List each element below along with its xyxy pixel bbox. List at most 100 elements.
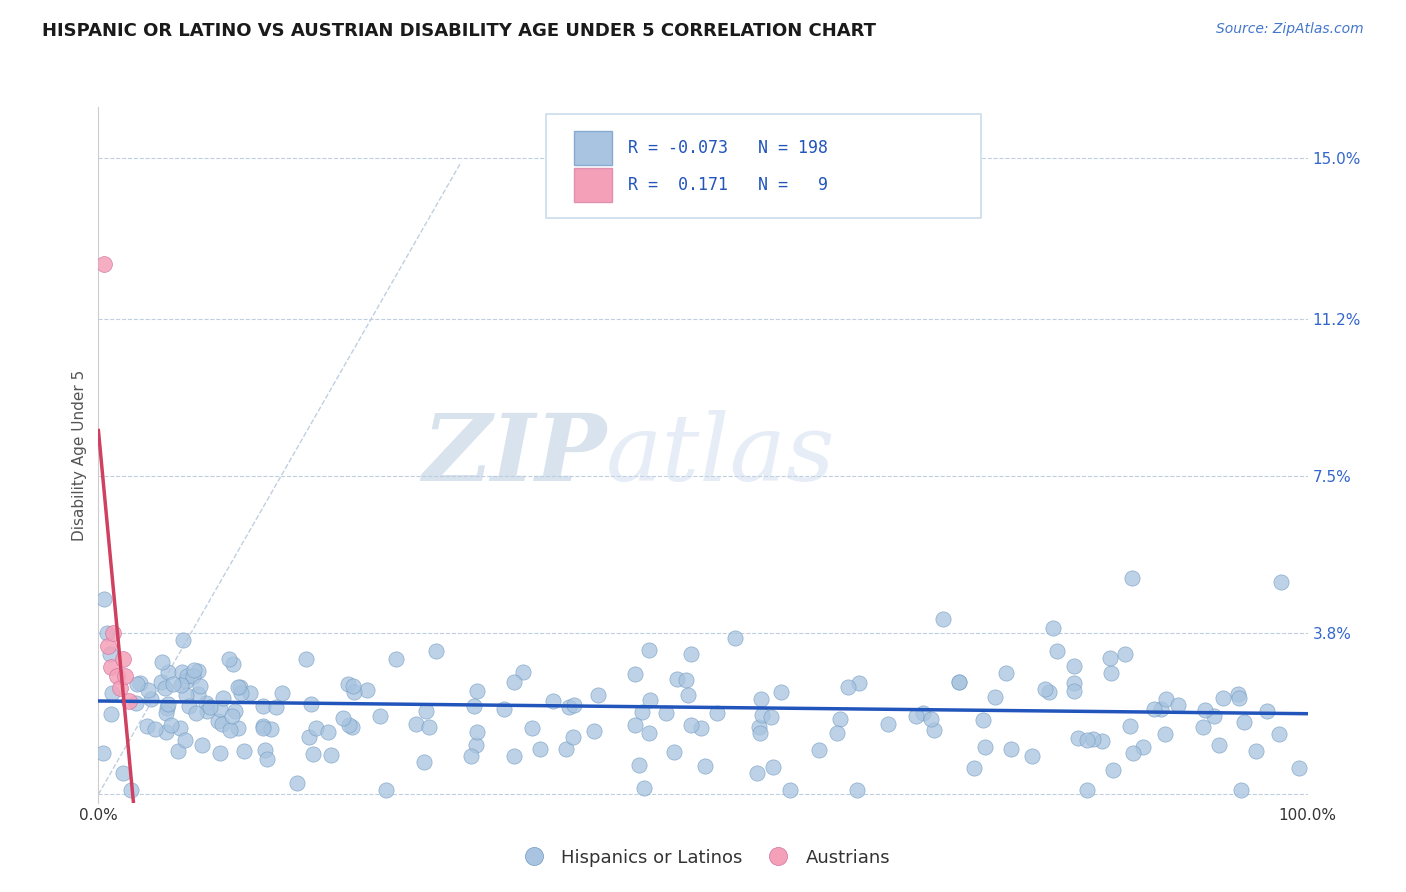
Text: Source: ZipAtlas.com: Source: ZipAtlas.com: [1216, 22, 1364, 37]
Point: [747, 765, 769, 780]
Point: [911, 706, 934, 720]
Point: [676, 688, 699, 702]
Point: [582, 723, 605, 738]
Point: [218, 651, 240, 665]
Point: [848, 676, 870, 690]
Point: [305, 721, 328, 735]
Point: [512, 665, 534, 679]
Point: [637, 726, 659, 740]
Point: [124, 697, 146, 711]
Point: [1099, 651, 1122, 665]
Point: [748, 720, 770, 734]
Point: [808, 743, 831, 757]
Point: [749, 692, 772, 706]
Point: [177, 699, 200, 714]
Point: [1204, 709, 1226, 723]
Point: [679, 718, 702, 732]
Point: [1063, 658, 1085, 673]
Point: [675, 673, 697, 688]
Point: [828, 712, 851, 726]
Point: [222, 657, 245, 671]
Point: [260, 722, 283, 736]
Point: [138, 683, 160, 698]
Point: [655, 706, 678, 721]
Point: [111, 766, 134, 780]
Point: [93, 257, 115, 271]
Point: [101, 626, 124, 640]
Point: [628, 757, 651, 772]
Point: [184, 706, 207, 721]
Point: [332, 711, 354, 725]
Point: [229, 680, 252, 694]
Point: [1091, 734, 1114, 748]
Point: [337, 676, 360, 690]
Point: [425, 643, 447, 657]
Point: [270, 686, 292, 700]
Point: [1226, 687, 1249, 701]
Text: HISPANIC OR LATINO VS AUSTRIAN DISABILITY AGE UNDER 5 CORRELATION CHART: HISPANIC OR LATINO VS AUSTRIAN DISABILIT…: [42, 22, 876, 40]
Point: [170, 665, 193, 680]
Point: [226, 680, 249, 694]
Point: [200, 700, 222, 714]
Point: [588, 688, 610, 702]
Point: [1076, 783, 1098, 797]
Point: [1063, 676, 1085, 690]
Point: [155, 706, 177, 720]
Point: [558, 699, 581, 714]
Point: [252, 719, 274, 733]
Point: [156, 701, 179, 715]
Point: [194, 696, 217, 710]
Point: [751, 708, 773, 723]
Point: [176, 669, 198, 683]
Point: [139, 692, 162, 706]
Point: [1067, 731, 1090, 745]
Point: [974, 740, 997, 755]
Point: [876, 716, 898, 731]
Point: [1167, 698, 1189, 712]
Point: [769, 684, 792, 698]
Point: [1150, 702, 1173, 716]
Point: [374, 783, 396, 797]
Point: [1042, 621, 1064, 635]
Point: [846, 783, 869, 797]
Point: [111, 651, 134, 665]
Point: [1233, 714, 1256, 729]
Point: [167, 744, 190, 758]
Point: [149, 674, 172, 689]
Point: [415, 704, 437, 718]
FancyBboxPatch shape: [574, 169, 613, 202]
Point: [1194, 703, 1216, 717]
Text: atlas: atlas: [606, 410, 835, 500]
Point: [337, 718, 360, 732]
Point: [343, 685, 366, 699]
Point: [1212, 690, 1234, 705]
Point: [963, 761, 986, 775]
Point: [176, 673, 198, 688]
Point: [169, 678, 191, 692]
Point: [662, 745, 685, 759]
Point: [1288, 761, 1310, 775]
Point: [837, 681, 859, 695]
Point: [1121, 571, 1143, 585]
Point: [100, 706, 122, 721]
Point: [1038, 685, 1060, 699]
Point: [136, 719, 159, 733]
Point: [460, 749, 482, 764]
Point: [994, 666, 1017, 681]
Point: [1143, 702, 1166, 716]
Point: [340, 720, 363, 734]
Point: [229, 685, 252, 699]
Point: [252, 699, 274, 714]
Point: [932, 612, 955, 626]
Point: [188, 679, 211, 693]
Point: [463, 699, 485, 714]
Point: [418, 720, 440, 734]
Point: [218, 723, 240, 737]
Point: [1246, 744, 1268, 758]
Point: [529, 742, 551, 756]
Point: [93, 592, 115, 607]
Point: [174, 733, 197, 747]
Point: [724, 631, 747, 645]
Point: [984, 690, 1007, 704]
Point: [948, 675, 970, 690]
